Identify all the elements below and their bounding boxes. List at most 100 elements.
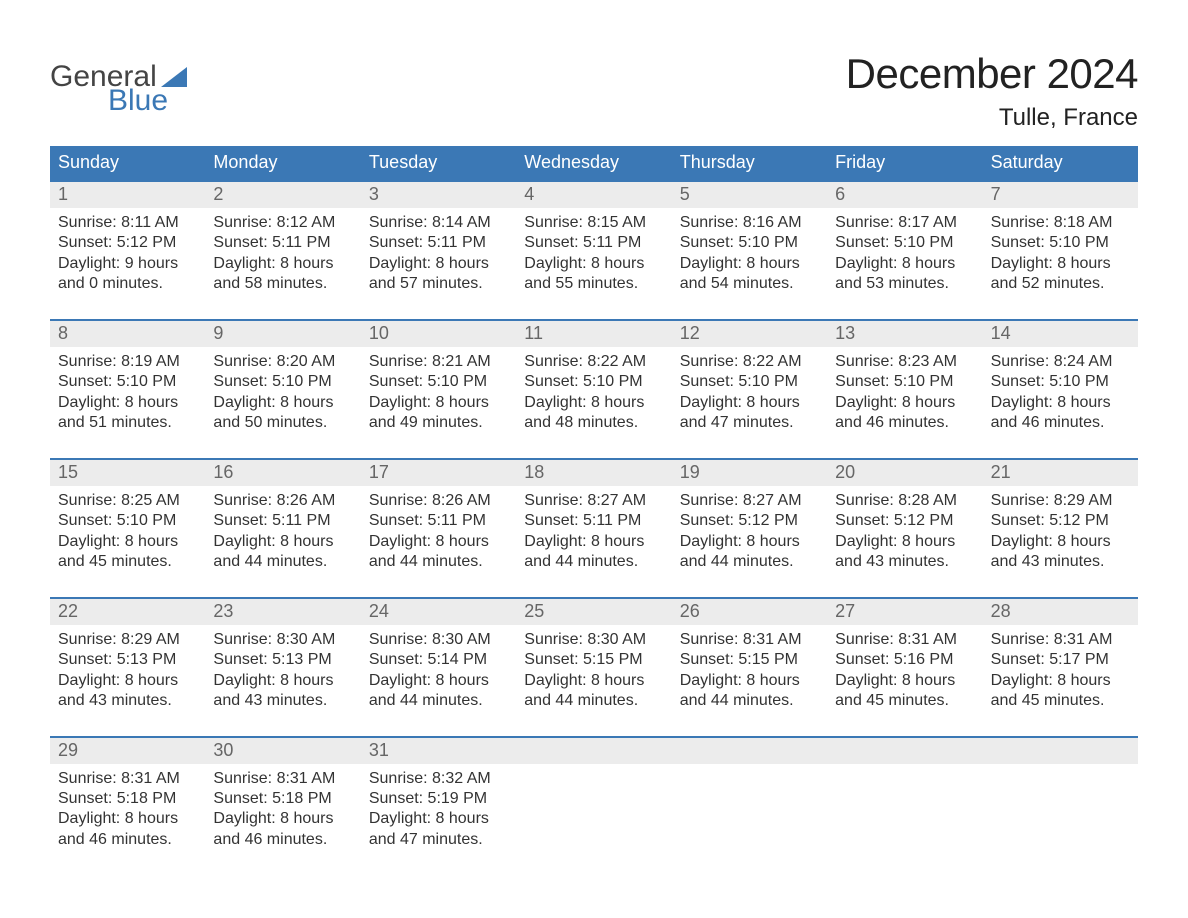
day-sunrise: Sunrise: 8:29 AM: [58, 630, 197, 650]
day-sunset: Sunset: 5:10 PM: [58, 372, 197, 392]
day-sunset: Sunset: 5:15 PM: [680, 650, 819, 670]
day-number: 13: [827, 321, 982, 347]
day-d1: Daylight: 8 hours: [835, 393, 974, 413]
day-sunrise: Sunrise: 8:11 AM: [58, 213, 197, 233]
weekday-label: Thursday: [672, 146, 827, 180]
day-d2: and 46 minutes.: [58, 830, 197, 850]
day-number: 31: [361, 738, 516, 764]
day-d1: Daylight: 8 hours: [213, 809, 352, 829]
day-number: 24: [361, 599, 516, 625]
weekday-label: Saturday: [983, 146, 1138, 180]
day-cell: Sunrise: 8:14 AMSunset: 5:11 PMDaylight:…: [361, 208, 516, 319]
day-d1: Daylight: 8 hours: [58, 809, 197, 829]
day-d2: and 43 minutes.: [835, 552, 974, 572]
day-number: 14: [983, 321, 1138, 347]
day-sunrise: Sunrise: 8:22 AM: [524, 352, 663, 372]
day-sunset: Sunset: 5:10 PM: [835, 372, 974, 392]
day-sunset: Sunset: 5:10 PM: [524, 372, 663, 392]
day-number: 25: [516, 599, 671, 625]
week-row: 293031Sunrise: 8:31 AMSunset: 5:18 PMDay…: [50, 736, 1138, 875]
day-cell: Sunrise: 8:27 AMSunset: 5:11 PMDaylight:…: [516, 486, 671, 597]
logo: General Blue: [50, 50, 187, 116]
day-d2: and 58 minutes.: [213, 274, 352, 294]
day-number: 1: [50, 182, 205, 208]
day-sunset: Sunset: 5:10 PM: [680, 372, 819, 392]
day-d1: Daylight: 8 hours: [524, 532, 663, 552]
day-sunset: Sunset: 5:13 PM: [213, 650, 352, 670]
day-sunrise: Sunrise: 8:20 AM: [213, 352, 352, 372]
daycontent-row: Sunrise: 8:11 AMSunset: 5:12 PMDaylight:…: [50, 208, 1138, 319]
day-sunrise: Sunrise: 8:31 AM: [835, 630, 974, 650]
day-cell: [983, 764, 1138, 875]
day-number: 17: [361, 460, 516, 486]
weeks-container: 1234567Sunrise: 8:11 AMSunset: 5:12 PMDa…: [50, 180, 1138, 874]
day-d1: Daylight: 8 hours: [835, 254, 974, 274]
day-d2: and 43 minutes.: [58, 691, 197, 711]
day-d1: Daylight: 8 hours: [369, 254, 508, 274]
day-d2: and 47 minutes.: [680, 413, 819, 433]
day-d1: Daylight: 8 hours: [991, 532, 1130, 552]
day-sunrise: Sunrise: 8:22 AM: [680, 352, 819, 372]
day-sunrise: Sunrise: 8:31 AM: [991, 630, 1130, 650]
day-sunrise: Sunrise: 8:27 AM: [524, 491, 663, 511]
daycontent-row: Sunrise: 8:19 AMSunset: 5:10 PMDaylight:…: [50, 347, 1138, 458]
day-d1: Daylight: 9 hours: [58, 254, 197, 274]
day-cell: Sunrise: 8:24 AMSunset: 5:10 PMDaylight:…: [983, 347, 1138, 458]
daynum-row: 1234567: [50, 182, 1138, 208]
day-d1: Daylight: 8 hours: [991, 254, 1130, 274]
day-cell: Sunrise: 8:25 AMSunset: 5:10 PMDaylight:…: [50, 486, 205, 597]
day-number: 10: [361, 321, 516, 347]
day-sunset: Sunset: 5:11 PM: [369, 511, 508, 531]
day-d1: Daylight: 8 hours: [991, 393, 1130, 413]
day-d1: Daylight: 8 hours: [369, 809, 508, 829]
day-number: 7: [983, 182, 1138, 208]
day-number: 26: [672, 599, 827, 625]
day-cell: Sunrise: 8:23 AMSunset: 5:10 PMDaylight:…: [827, 347, 982, 458]
week-row: 15161718192021Sunrise: 8:25 AMSunset: 5:…: [50, 458, 1138, 597]
day-cell: Sunrise: 8:26 AMSunset: 5:11 PMDaylight:…: [361, 486, 516, 597]
day-sunset: Sunset: 5:12 PM: [58, 233, 197, 253]
day-d2: and 53 minutes.: [835, 274, 974, 294]
week-row: 22232425262728Sunrise: 8:29 AMSunset: 5:…: [50, 597, 1138, 736]
day-sunrise: Sunrise: 8:30 AM: [213, 630, 352, 650]
day-cell: Sunrise: 8:30 AMSunset: 5:15 PMDaylight:…: [516, 625, 671, 736]
day-d2: and 46 minutes.: [213, 830, 352, 850]
day-number: 15: [50, 460, 205, 486]
day-cell: Sunrise: 8:29 AMSunset: 5:12 PMDaylight:…: [983, 486, 1138, 597]
day-sunrise: Sunrise: 8:12 AM: [213, 213, 352, 233]
day-cell: Sunrise: 8:15 AMSunset: 5:11 PMDaylight:…: [516, 208, 671, 319]
day-cell: Sunrise: 8:18 AMSunset: 5:10 PMDaylight:…: [983, 208, 1138, 319]
day-cell: Sunrise: 8:30 AMSunset: 5:14 PMDaylight:…: [361, 625, 516, 736]
day-cell: Sunrise: 8:29 AMSunset: 5:13 PMDaylight:…: [50, 625, 205, 736]
day-number: 29: [50, 738, 205, 764]
day-sunset: Sunset: 5:18 PM: [213, 789, 352, 809]
day-d1: Daylight: 8 hours: [680, 532, 819, 552]
day-sunset: Sunset: 5:12 PM: [835, 511, 974, 531]
day-sunrise: Sunrise: 8:18 AM: [991, 213, 1130, 233]
day-cell: [672, 764, 827, 875]
day-d2: and 0 minutes.: [58, 274, 197, 294]
day-cell: Sunrise: 8:22 AMSunset: 5:10 PMDaylight:…: [516, 347, 671, 458]
day-d1: Daylight: 8 hours: [58, 393, 197, 413]
day-d1: Daylight: 8 hours: [835, 532, 974, 552]
day-cell: Sunrise: 8:21 AMSunset: 5:10 PMDaylight:…: [361, 347, 516, 458]
day-number: 30: [205, 738, 360, 764]
day-sunrise: Sunrise: 8:29 AM: [991, 491, 1130, 511]
day-d2: and 44 minutes.: [680, 691, 819, 711]
day-sunset: Sunset: 5:19 PM: [369, 789, 508, 809]
day-d2: and 43 minutes.: [991, 552, 1130, 572]
day-number: 2: [205, 182, 360, 208]
day-sunset: Sunset: 5:17 PM: [991, 650, 1130, 670]
day-d1: Daylight: 8 hours: [213, 671, 352, 691]
weekday-label: Tuesday: [361, 146, 516, 180]
month-title: December 2024: [846, 50, 1138, 98]
day-d1: Daylight: 8 hours: [369, 671, 508, 691]
day-sunset: Sunset: 5:11 PM: [213, 511, 352, 531]
day-d2: and 44 minutes.: [369, 691, 508, 711]
day-cell: Sunrise: 8:30 AMSunset: 5:13 PMDaylight:…: [205, 625, 360, 736]
weekday-label: Sunday: [50, 146, 205, 180]
day-d2: and 44 minutes.: [524, 691, 663, 711]
day-cell: Sunrise: 8:12 AMSunset: 5:11 PMDaylight:…: [205, 208, 360, 319]
week-row: 1234567Sunrise: 8:11 AMSunset: 5:12 PMDa…: [50, 180, 1138, 319]
day-sunrise: Sunrise: 8:21 AM: [369, 352, 508, 372]
